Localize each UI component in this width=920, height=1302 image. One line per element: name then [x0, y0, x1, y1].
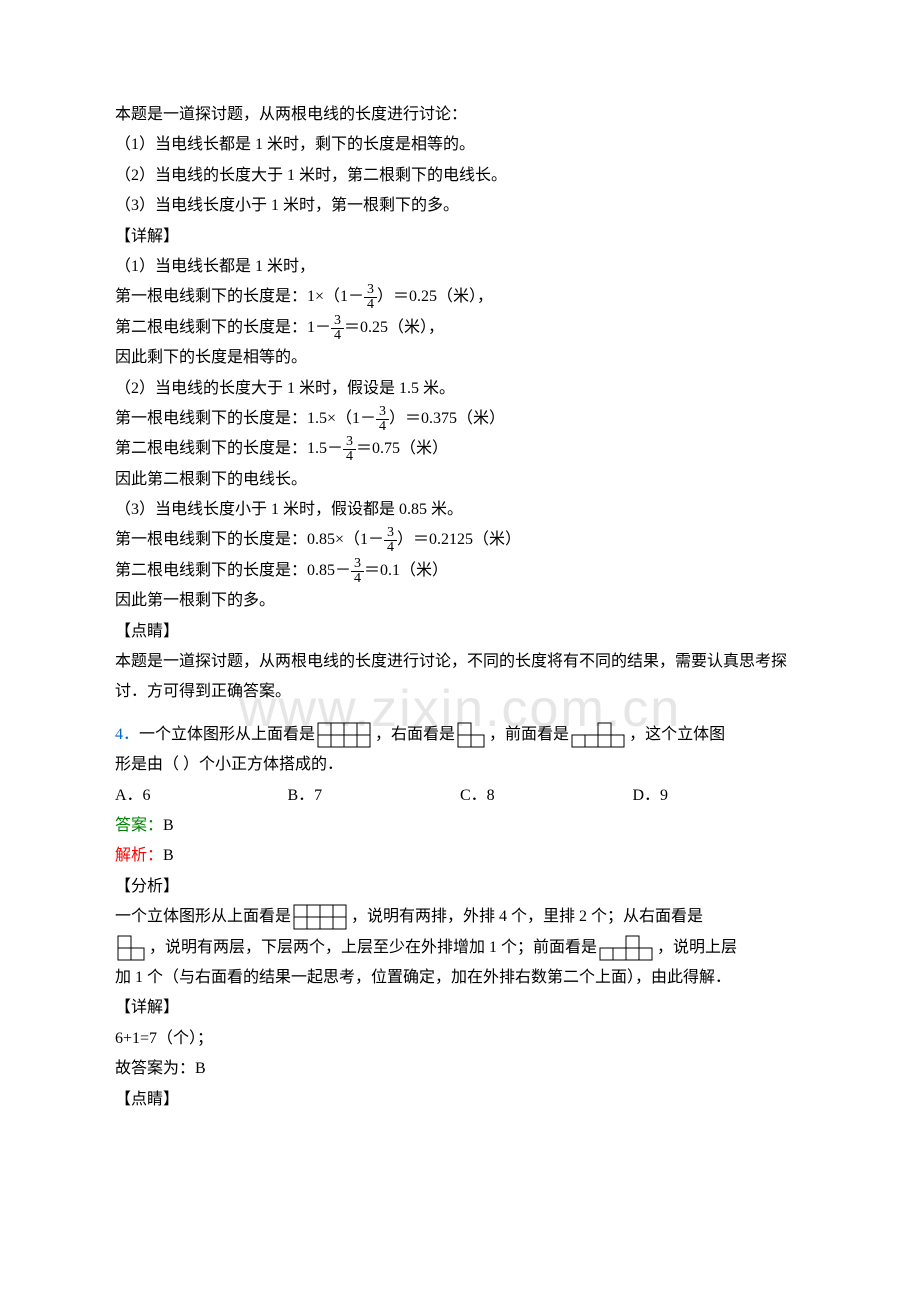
- text: 第二根电线剩下的长度是：0.85－: [115, 562, 351, 579]
- option-a: A．6: [115, 781, 288, 811]
- numerator: 3: [343, 435, 356, 449]
- text: 第二根电线剩下的长度是：1－: [115, 319, 331, 336]
- numerator: 3: [376, 405, 389, 419]
- question-number: 4．: [115, 726, 139, 743]
- denominator: 4: [384, 540, 397, 555]
- text: 第一根电线剩下的长度是：0.85×（1－: [115, 531, 384, 548]
- dianjing-label: 【点睛】: [115, 617, 805, 647]
- text: ＝0.25（米），: [344, 319, 444, 336]
- right-view-icon: [117, 935, 147, 961]
- text: 一个立体图形从上面看是: [139, 726, 315, 743]
- text: ＝0.75（米）: [356, 440, 448, 457]
- numerator: 3: [331, 314, 344, 328]
- dianjing-label-2: 【点睛】: [115, 1085, 805, 1115]
- dianjing-text: 本题是一道探讨题，从两根电线的长度进行讨论，不同的长度将有不同的结果，需要认真思…: [115, 647, 805, 708]
- text: ，右面看是: [375, 726, 455, 743]
- fraction: 34: [331, 314, 344, 343]
- text: ）＝0.375（米）: [389, 410, 505, 427]
- analysis-label: 解析：: [115, 847, 163, 864]
- case3-title: （3）当电线长度小于 1 米时，假设都是 0.85 米。: [115, 495, 805, 525]
- q4-detail: 6+1=7（个）；: [115, 1024, 805, 1054]
- case1-line2: 第二根电线剩下的长度是：1－34＝0.25（米），: [115, 313, 805, 343]
- case2-conclusion: 因此第二根剩下的电线长。: [115, 465, 805, 495]
- text: ，说明有两排，外排 4 个，里排 2 个；从右面看是: [351, 908, 703, 925]
- case-brief-1: （1）当电线长都是 1 米时，剩下的长度是相等的。: [115, 130, 805, 160]
- answer-value: B: [163, 817, 174, 834]
- text: ，说明有两层，下层两个，上层至少在外排增加 1 个；前面看是: [149, 939, 597, 956]
- text: 一个立体图形从上面看是: [115, 908, 291, 925]
- text: ）＝0.2125（米）: [397, 531, 521, 548]
- q4-fenxi-3: 加 1 个（与右面看的结果一起思考，位置确定，加在外排右数第二个上面），由此得解…: [115, 963, 805, 993]
- q4-stem-line1: 4．一个立体图形从上面看是 ，右面看是 ，前面看是 ，这个立体图: [115, 720, 805, 750]
- case-brief-3: （3）当电线长度小于 1 米时，第一根剩下的多。: [115, 191, 805, 221]
- case1-conclusion: 因此剩下的长度是相等的。: [115, 343, 805, 373]
- case3-line2: 第二根电线剩下的长度是：0.85－34＝0.1（米）: [115, 556, 805, 586]
- numerator: 3: [351, 557, 364, 571]
- denominator: 4: [351, 571, 364, 586]
- option-c: C．8: [460, 781, 633, 811]
- right-view-icon: [457, 722, 487, 748]
- q4-answer: 答案：B: [115, 811, 805, 841]
- case2-title: （2）当电线的长度大于 1 米时，假设是 1.5 米。: [115, 374, 805, 404]
- analysis-value: B: [163, 847, 174, 864]
- case1-line1: 第一根电线剩下的长度是：1×（1－34）＝0.25（米），: [115, 282, 805, 312]
- intro: 本题是一道探讨题，从两根电线的长度进行讨论：: [115, 100, 805, 130]
- q4-fenxi-1: 一个立体图形从上面看是 ，说明有两排，外排 4 个，里排 2 个；从右面看是: [115, 902, 805, 932]
- fenxi-label: 【分析】: [115, 872, 805, 902]
- fraction: 34: [376, 405, 389, 434]
- q4-conclusion: 故答案为：B: [115, 1054, 805, 1084]
- case3-conclusion: 因此第一根剩下的多。: [115, 586, 805, 616]
- front-view-icon: [599, 935, 655, 961]
- fraction: 34: [384, 526, 397, 555]
- denominator: 4: [364, 297, 377, 312]
- numerator: 3: [384, 526, 397, 540]
- case2-line2: 第二根电线剩下的长度是：1.5－34＝0.75（米）: [115, 434, 805, 464]
- fraction: 34: [351, 557, 364, 586]
- denominator: 4: [376, 419, 389, 434]
- q4-options: A．6 B．7 C．8 D．9: [115, 781, 805, 811]
- top-view-icon: [293, 904, 349, 930]
- detail-label: 【详解】: [115, 222, 805, 252]
- text: ，说明上层: [657, 939, 737, 956]
- numerator: 3: [364, 283, 377, 297]
- content: 本题是一道探讨题，从两根电线的长度进行讨论： （1）当电线长都是 1 米时，剩下…: [115, 100, 805, 1115]
- option-d: D．9: [633, 781, 806, 811]
- q4-fenxi-2: ，说明有两层，下层两个，上层至少在外排增加 1 个；前面看是 ，说明上层: [115, 933, 805, 963]
- fraction: 34: [343, 435, 356, 464]
- q4-analysis: 解析：B: [115, 841, 805, 871]
- case2-line1: 第一根电线剩下的长度是：1.5×（1－34）＝0.375（米）: [115, 404, 805, 434]
- text: ）＝0.25（米），: [377, 288, 493, 305]
- front-view-icon: [571, 722, 627, 748]
- top-view-icon: [317, 722, 373, 748]
- text: 第一根电线剩下的长度是：1.5×（1－: [115, 410, 376, 427]
- detail-label-2: 【详解】: [115, 993, 805, 1023]
- text: ，前面看是: [489, 726, 569, 743]
- case1-title: （1）当电线长都是 1 米时，: [115, 252, 805, 282]
- fraction: 34: [364, 283, 377, 312]
- case-brief-2: （2）当电线的长度大于 1 米时，第二根剩下的电线长。: [115, 161, 805, 191]
- text: ＝0.1（米）: [364, 562, 448, 579]
- text: ，这个立体图: [629, 726, 725, 743]
- q4-stem-line2: 形是由（ ）个小正方体搭成的．: [115, 750, 805, 780]
- case3-line1: 第一根电线剩下的长度是：0.85×（1－34）＝0.2125（米）: [115, 525, 805, 555]
- denominator: 4: [331, 328, 344, 343]
- text: 第二根电线剩下的长度是：1.5－: [115, 440, 343, 457]
- answer-label: 答案：: [115, 817, 163, 834]
- option-b: B．7: [288, 781, 461, 811]
- text: 第一根电线剩下的长度是：1×（1－: [115, 288, 364, 305]
- denominator: 4: [343, 449, 356, 464]
